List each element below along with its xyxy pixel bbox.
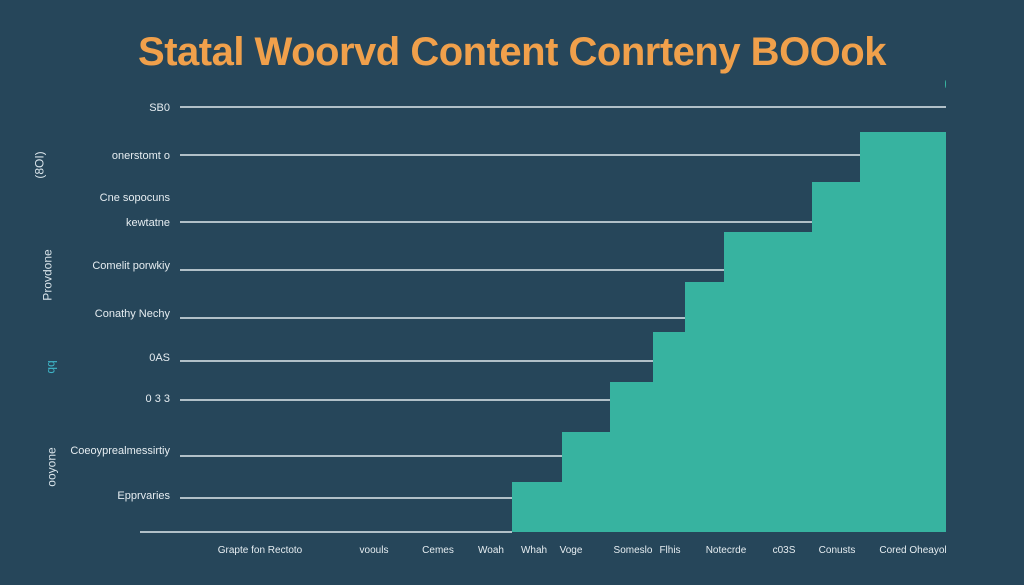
x-tick-label: voouls — [360, 545, 389, 556]
bar-step — [812, 182, 946, 232]
x-tick-label: Oheayol — [909, 545, 946, 556]
x-tick-label: Notecrde — [706, 545, 747, 556]
y-tick-label: Conathy Nechy — [95, 308, 171, 320]
bar-step — [512, 482, 946, 532]
x-tick-label: Flhis — [659, 545, 680, 556]
y-tick-label: 0 3 3 — [146, 393, 170, 405]
bar-step — [685, 282, 946, 332]
y-tick-label: 0AS — [149, 352, 170, 364]
bar-cap — [945, 80, 946, 88]
x-tick-label: c03S — [773, 545, 796, 556]
x-tick-label: Whah — [521, 545, 547, 556]
bar-step — [860, 132, 946, 182]
x-tick-label: Someslo — [614, 545, 653, 556]
bar-step — [653, 332, 946, 382]
bar-step — [610, 382, 946, 432]
y-tick-label: Cne sopocuns — [100, 192, 171, 204]
y-tick-label: Epprvaries — [117, 490, 170, 502]
bar-step — [562, 432, 946, 482]
y-tick-label: onerstomt o — [112, 150, 170, 162]
x-tick-label: Conusts — [819, 545, 856, 556]
x-tick-label: Cored — [879, 545, 906, 556]
x-tick-label: Grapte fon Rectoto — [218, 545, 303, 556]
chart-title: Statal Woorvd Content Conrteny BOOok — [138, 30, 886, 74]
x-tick-label: Voge — [560, 545, 583, 556]
y-tick-label: Coeoyprealmessirtiy — [70, 445, 170, 457]
y-tick-label: SB0 — [149, 102, 170, 114]
bar-step — [724, 232, 946, 282]
y-tick-label: kewtatne — [126, 217, 170, 229]
x-tick-label: Woah — [478, 545, 504, 556]
y-tick-label: Comelit porwkiy — [92, 260, 170, 272]
x-tick-label: Cemes — [422, 545, 454, 556]
